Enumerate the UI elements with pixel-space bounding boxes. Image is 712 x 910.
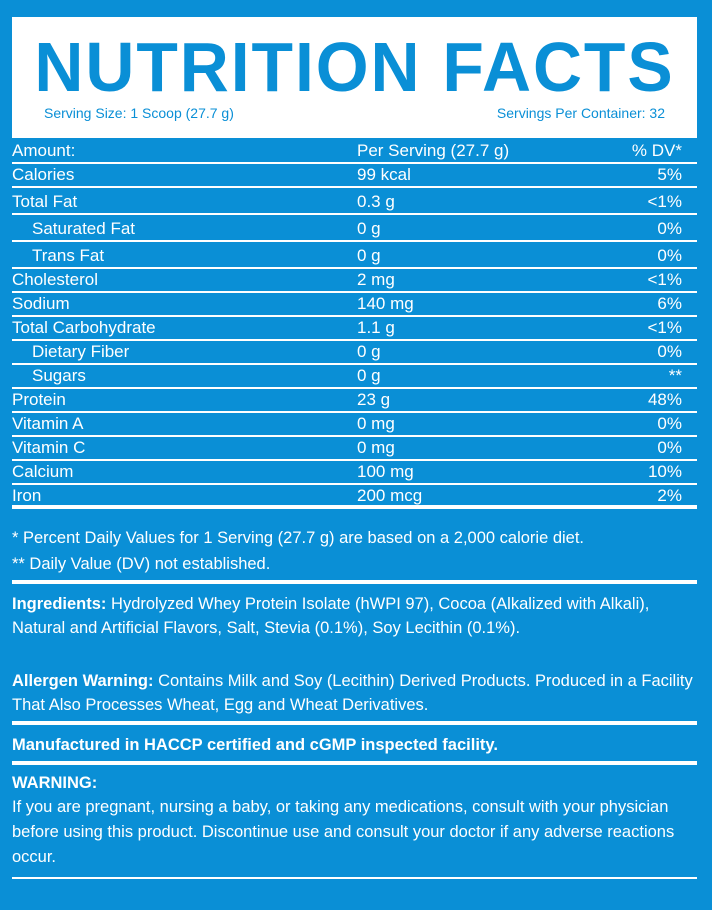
nutrient-dv: 0%	[657, 342, 682, 361]
ingredients: Ingredients: Hydrolyzed Whey Protein Iso…	[12, 592, 702, 640]
allergen-text: Contains Milk and Soy (Lecithin) Derived…	[12, 672, 693, 714]
table-row: Iron 200 mcg 2%	[12, 485, 697, 509]
nutrient-value: 0.3 g	[357, 192, 395, 211]
nutrient-name: Vitamin A	[12, 414, 84, 433]
nutrient-value: 0 g	[357, 246, 381, 265]
ingredients-text: Hydrolyzed Whey Protein Isolate (hWPI 97…	[12, 595, 650, 637]
nutrient-dv: <1%	[647, 192, 683, 211]
nutrient-dv: 0%	[657, 246, 682, 265]
table-row: Sugars 0 g **	[12, 365, 697, 389]
title-panel: NUTRITION FACTS Serving Size: 1 Scoop (2…	[12, 17, 697, 138]
nutrient-name: Cholesterol	[12, 270, 98, 289]
page-title: NUTRITION FACTS	[34, 28, 675, 106]
divider	[12, 761, 697, 765]
nutrient-name: Trans Fat	[32, 246, 105, 265]
nutrient-dv: 5%	[657, 165, 682, 184]
nutrition-table: Amount: Per Serving (27.7 g) % DV* Calorie…	[12, 140, 697, 509]
nutrient-dv: 0%	[657, 219, 682, 238]
nutrient-dv: 6%	[657, 294, 682, 313]
dv-not-established: ** Daily Value (DV) not established.	[12, 555, 271, 573]
manufactured-note: Manufactured in HACCP certified and cGMP…	[12, 736, 498, 754]
table-row: Vitamin A 0 mg 0%	[12, 413, 697, 437]
nutrient-name: Calcium	[12, 462, 74, 481]
nutrient-name: Calories	[12, 165, 75, 184]
nutrient-value: 200 mcg	[357, 486, 423, 505]
ingredients-label: Ingredients:	[12, 595, 107, 613]
allergen-warning: Allergen Warning: Contains Milk and Soy …	[12, 669, 702, 717]
nutrient-dv: 0%	[657, 438, 682, 457]
nutrient-name: Sodium	[12, 294, 70, 313]
warning-label: WARNING:	[12, 774, 98, 792]
nutrient-name: Total Fat	[12, 192, 78, 211]
nutrient-value: 140 mg	[357, 294, 414, 313]
per-serving-header: Per Serving (27.7 g)	[357, 141, 510, 160]
nutrient-dv: <1%	[647, 270, 683, 289]
table-row: Calcium 100 mg 10%	[12, 461, 697, 485]
table-row: Protein 23 g 48%	[12, 389, 697, 413]
divider	[12, 877, 697, 879]
nutrient-value: 99 kcal	[357, 165, 411, 184]
table-row: Total Fat 0.3 g <1%	[12, 188, 697, 215]
nutrient-name: Sugars	[32, 366, 86, 385]
nutrient-value: 0 mg	[357, 438, 395, 457]
table-row: Total Carbohydrate 1.1 g <1%	[12, 317, 697, 341]
table-row: Dietary Fiber 0 g 0%	[12, 341, 697, 365]
nutrient-value: 2 mg	[357, 270, 395, 289]
servings-per-container: Servings Per Container: 32	[496, 105, 665, 121]
nutrient-value: 0 g	[357, 342, 381, 361]
nutrient-value: 100 mg	[357, 462, 414, 481]
nutrient-value: 23 g	[357, 390, 391, 409]
nutrient-dv: 48%	[647, 390, 682, 409]
table-row: Trans Fat 0 g 0%	[12, 242, 697, 269]
nutrient-value: 0 mg	[357, 414, 395, 433]
table-row: Saturated Fat 0 g 0%	[12, 215, 697, 242]
table-row: Sodium 140 mg 6%	[12, 293, 697, 317]
nutrient-dv: **	[668, 366, 682, 385]
allergen-label: Allergen Warning:	[12, 672, 154, 690]
divider	[12, 580, 697, 584]
serving-size: Serving Size: 1 Scoop (27.7 g)	[44, 105, 234, 121]
dv-header: % DV*	[631, 141, 682, 160]
nutrient-name: Iron	[12, 486, 42, 505]
nutrient-value: 1.1 g	[357, 318, 395, 337]
table-row: Vitamin C 0 mg 0%	[12, 437, 697, 461]
nutrient-dv: 0%	[657, 414, 682, 433]
nutrient-name: Total Carbohydrate	[12, 318, 156, 337]
nutrient-name: Protein	[12, 390, 66, 409]
table-row: Calories 99 kcal 5%	[12, 164, 697, 188]
nutrient-dv: <1%	[647, 318, 683, 337]
nutrient-dv: 2%	[657, 486, 682, 505]
nutrient-name: Dietary Fiber	[32, 342, 130, 361]
nutrient-value: 0 g	[357, 366, 381, 385]
amount-header: Amount:	[12, 141, 76, 160]
table-row: Cholesterol 2 mg <1%	[12, 269, 697, 293]
nutrient-value: 0 g	[357, 219, 381, 238]
nutrient-name: Saturated Fat	[32, 219, 136, 238]
divider	[12, 721, 697, 725]
nutrient-name: Vitamin C	[12, 438, 86, 457]
table-header: Amount: Per Serving (27.7 g) % DV*	[12, 140, 697, 164]
dv-footnote: * Percent Daily Values for 1 Serving (27…	[12, 529, 585, 547]
warning-text: If you are pregnant, nursing a baby, or …	[12, 798, 675, 866]
nutrient-dv: 10%	[647, 462, 682, 481]
